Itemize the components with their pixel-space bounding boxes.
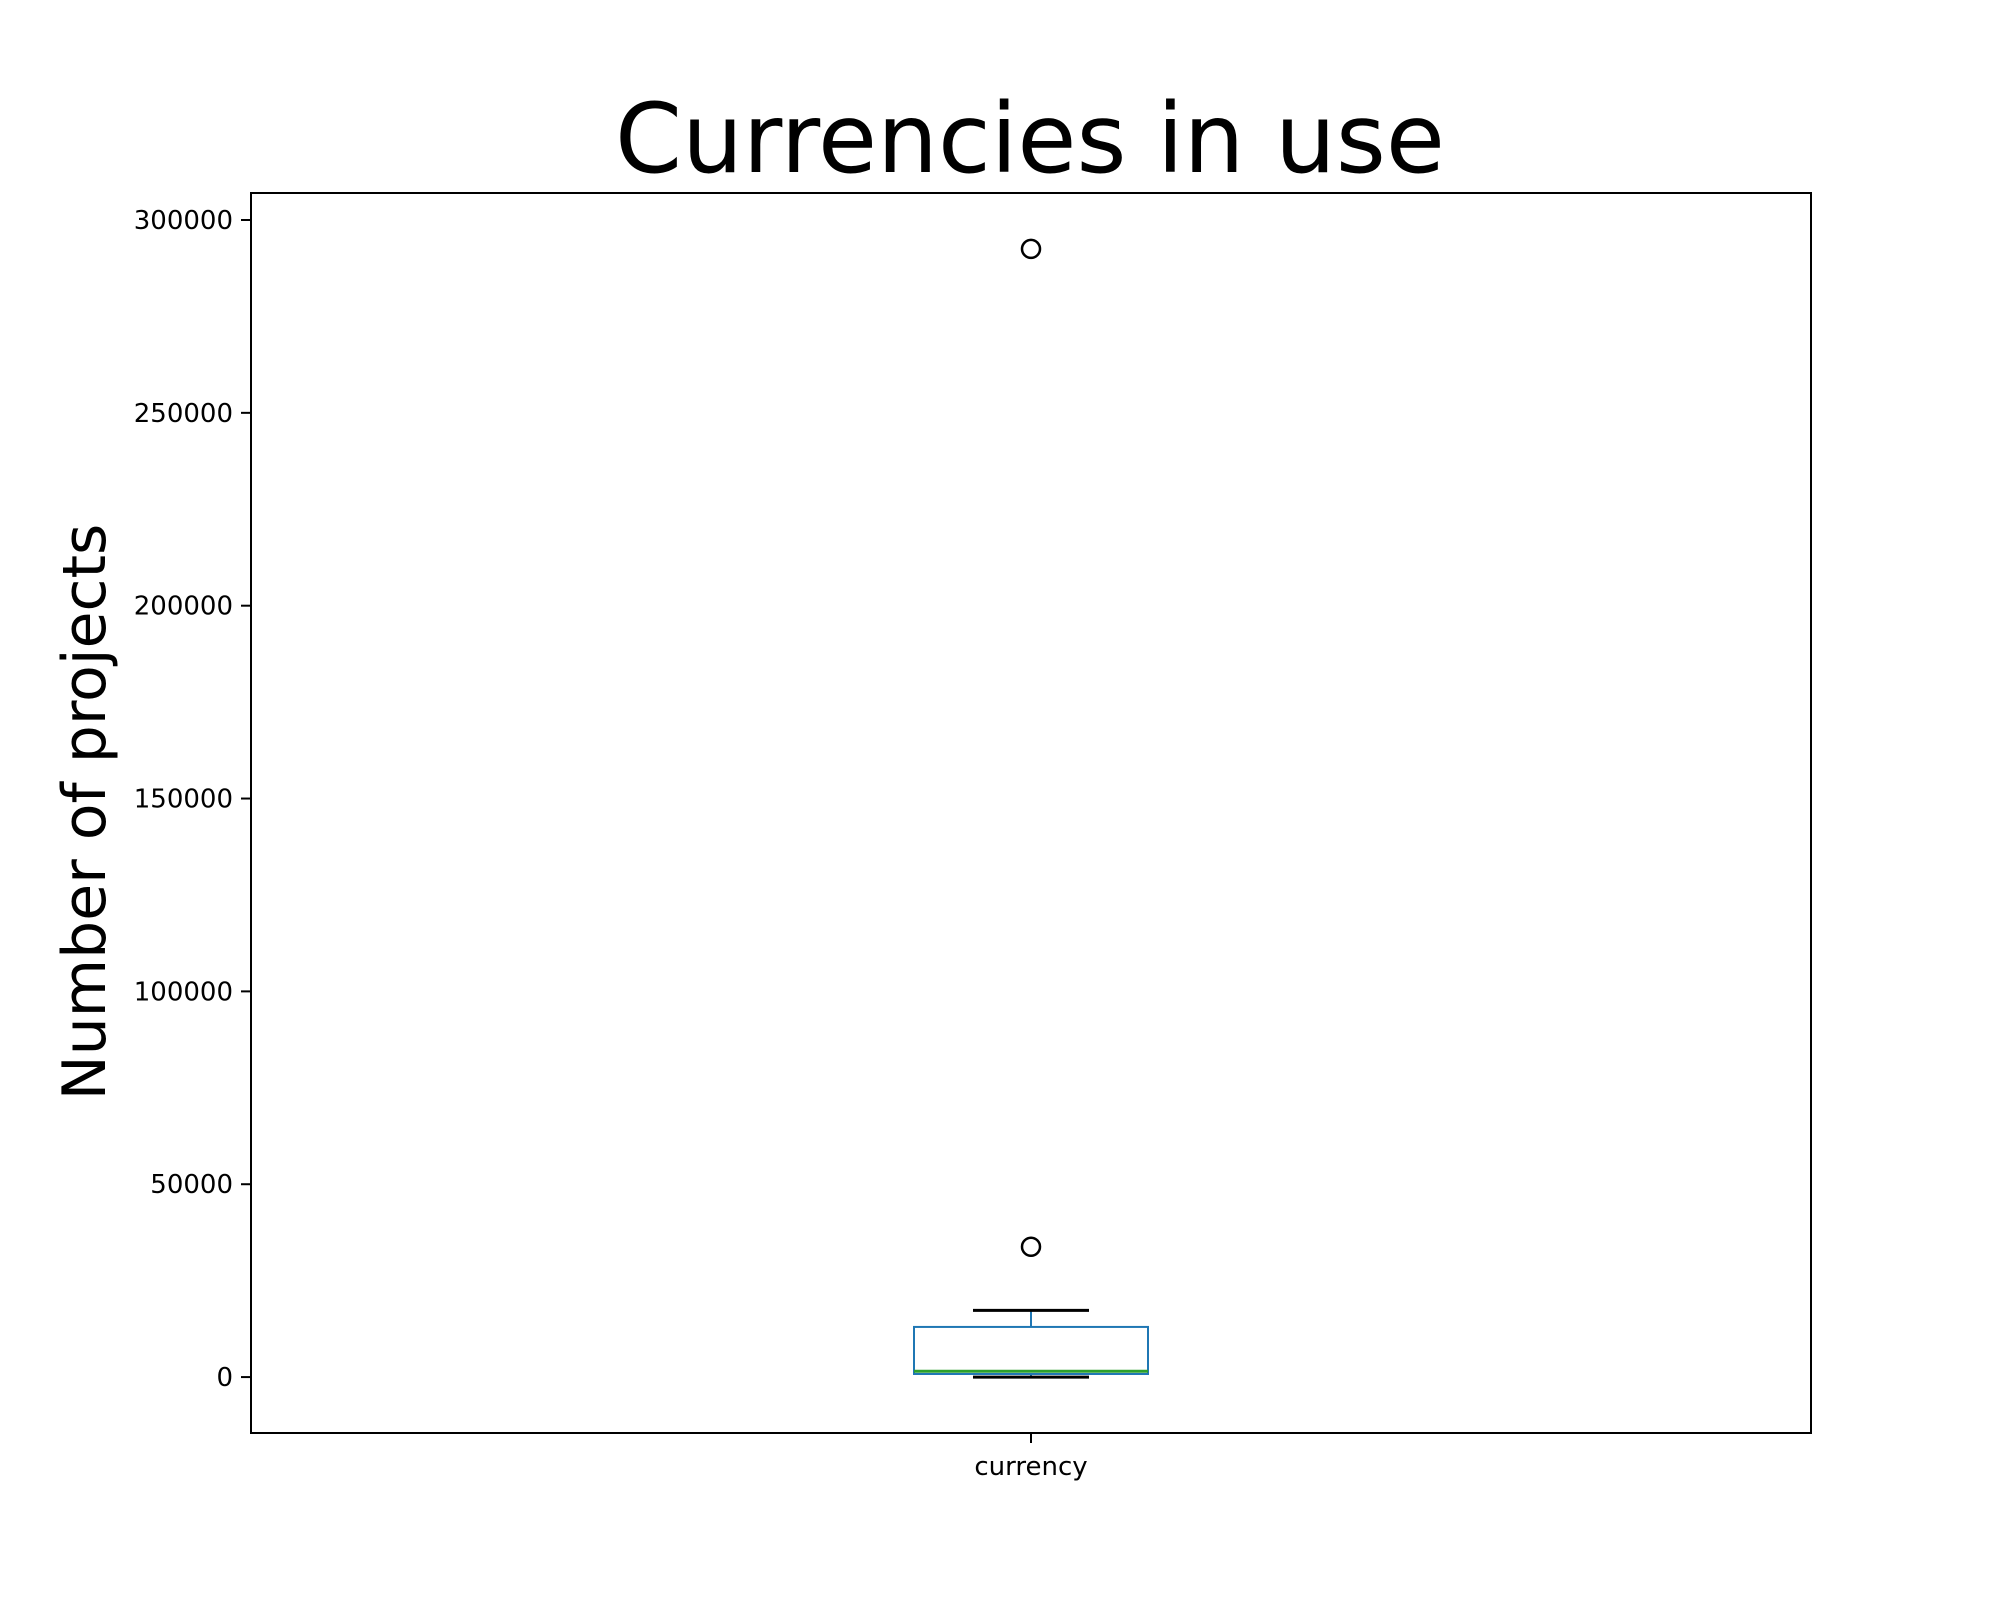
y-tick-label: 0 <box>216 1363 233 1393</box>
y-tick-label: 250000 <box>134 399 233 429</box>
axes-frame <box>250 192 1812 1434</box>
y-tick-label: 200000 <box>134 592 233 622</box>
y-tick-label: 150000 <box>134 785 233 815</box>
y-tick-label: 100000 <box>134 977 233 1007</box>
chart-title: Currencies in use <box>615 83 1445 195</box>
x-tick-label: currency <box>974 1452 1087 1482</box>
outlier-point <box>1020 238 1042 260</box>
plot-area: 0 50000 100000 150000 200000 250000 300000 curr… <box>134 192 1812 1482</box>
y-tick-label: 50000 <box>150 1170 233 1200</box>
outlier-point <box>1020 1236 1042 1257</box>
y-axis-label: Number of projects <box>50 524 120 1101</box>
y-tick-label: 300000 <box>134 206 233 236</box>
iqr-box <box>913 1325 1149 1375</box>
